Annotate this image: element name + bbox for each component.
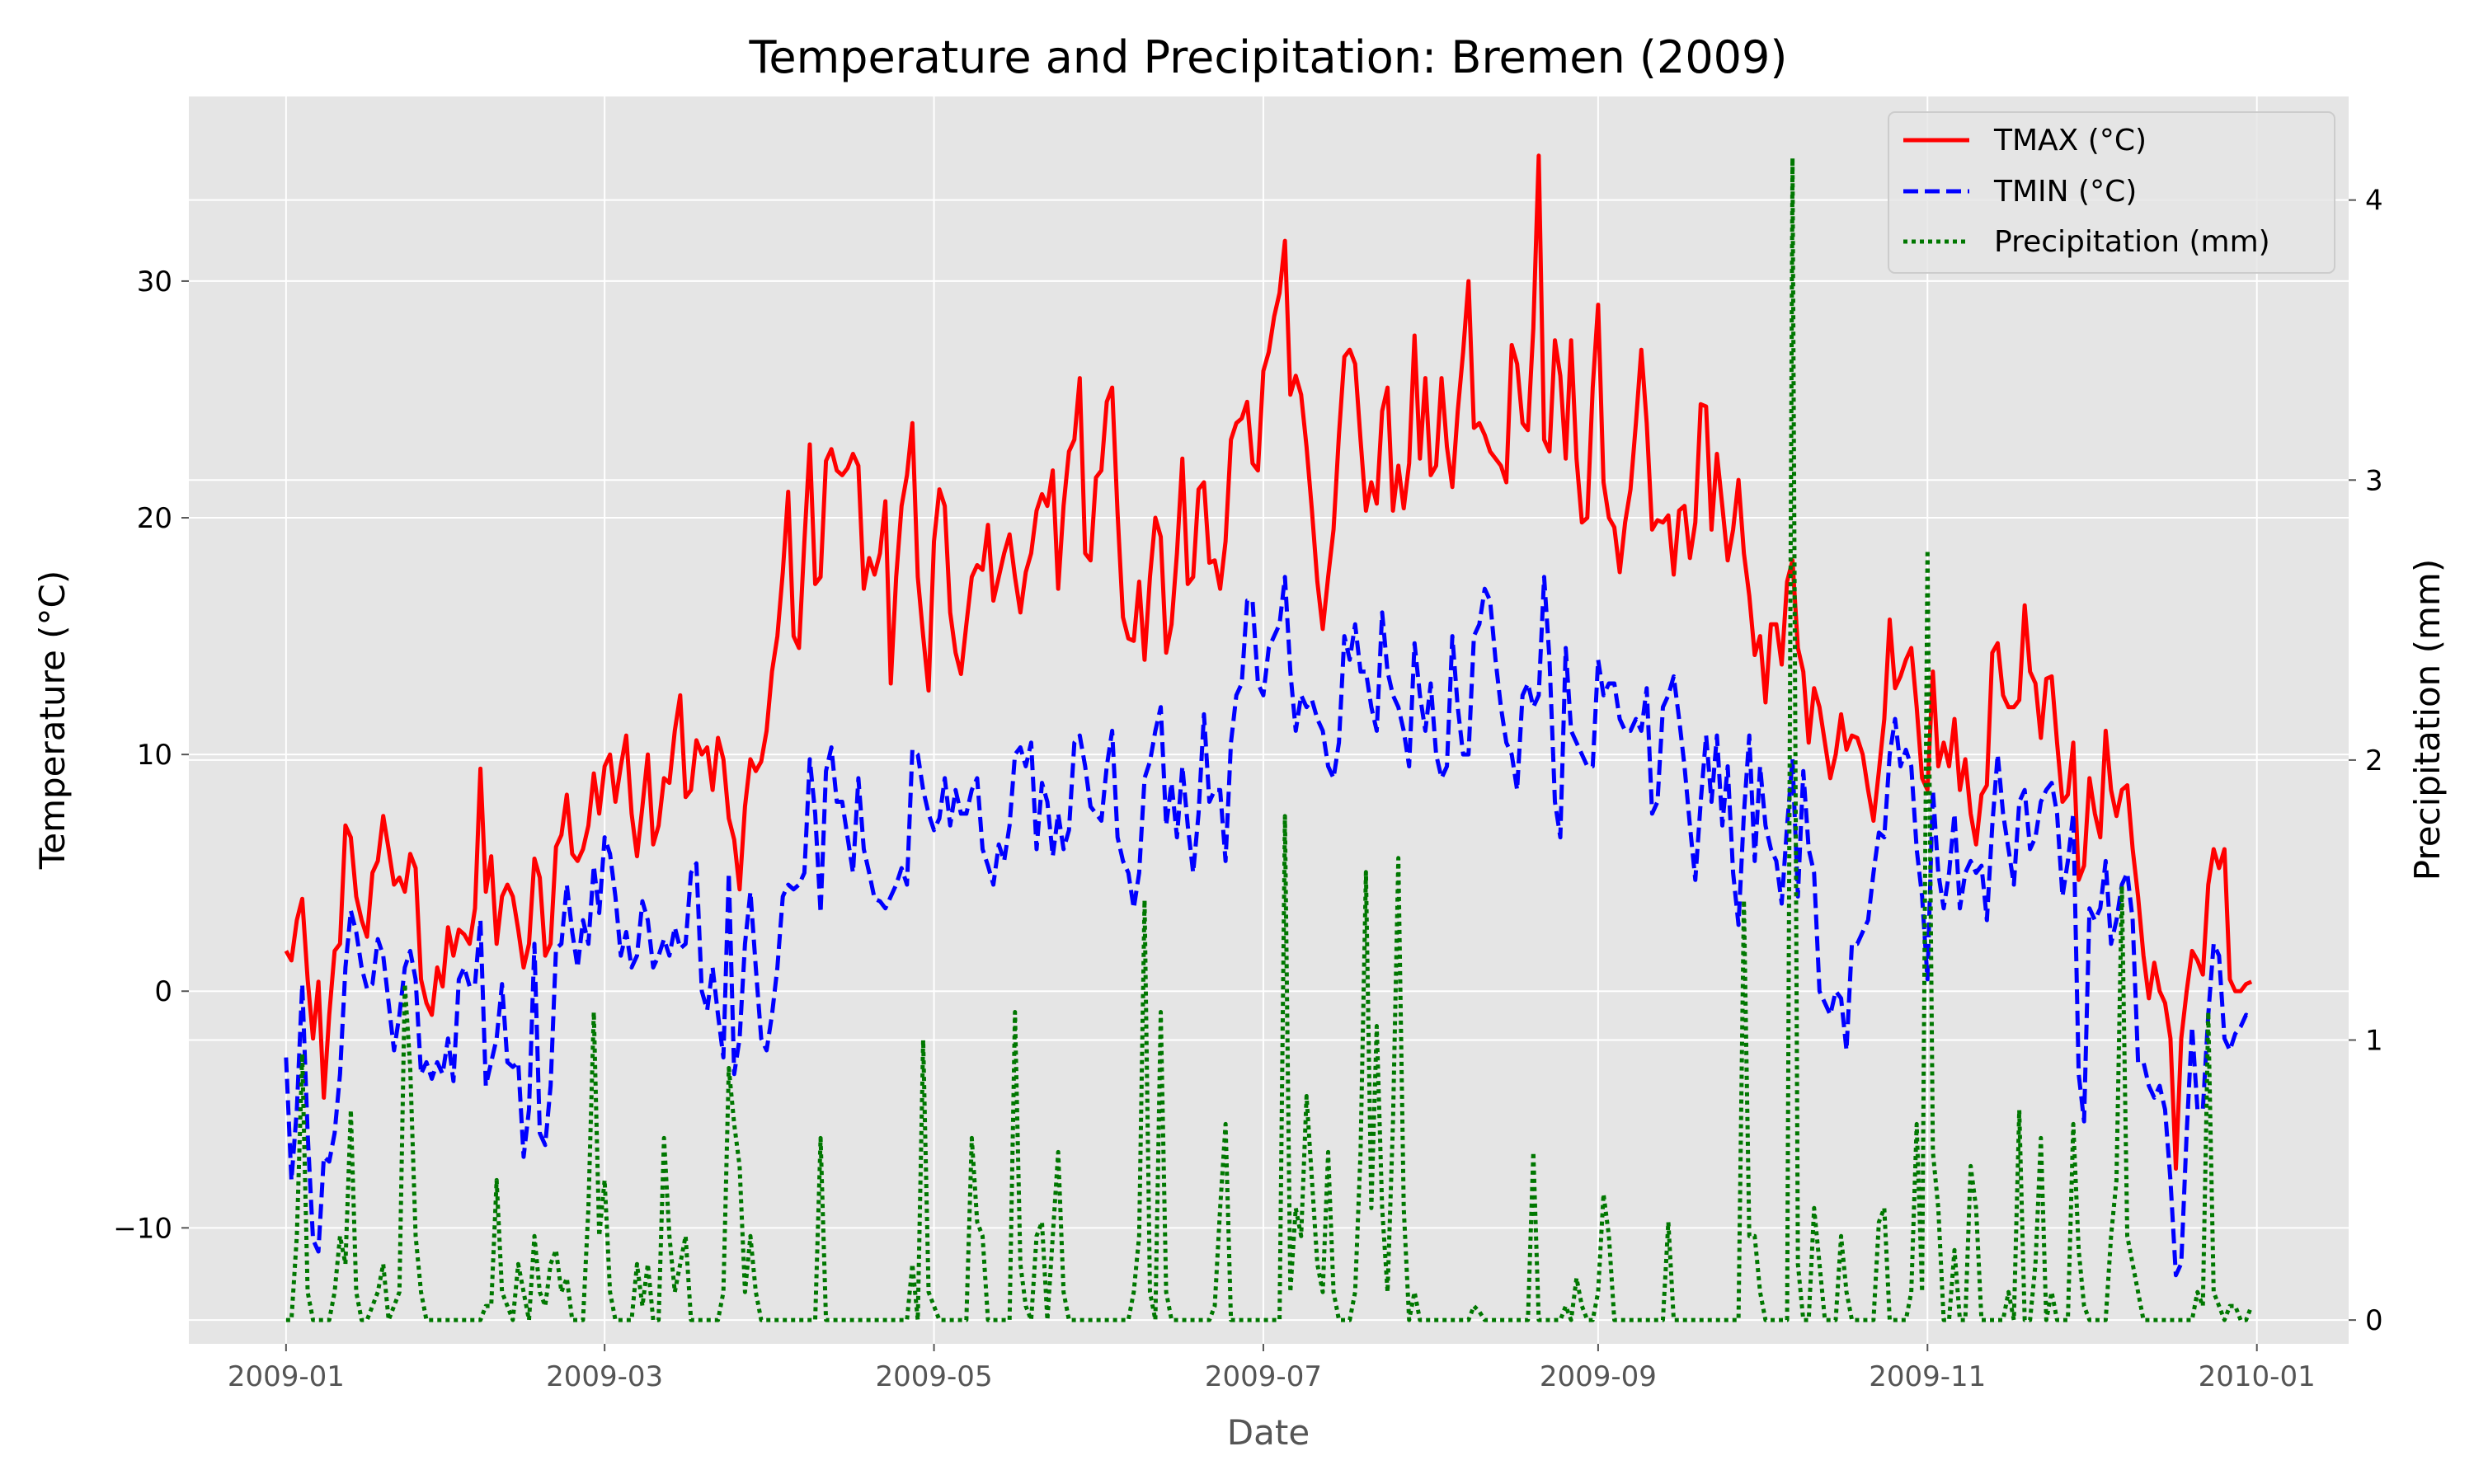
y-tick-label: −10 [113, 1212, 172, 1245]
x-tick-label: 2009-11 [1869, 1360, 1986, 1393]
chart-title: Temperature and Precipitation: Bremen (2… [749, 31, 1788, 83]
ticks: 2009-01 2009-03 2009-05 2009-07 2009-09 2009-… [113, 185, 2382, 1393]
y2-tick-label: 1 [2365, 1025, 2383, 1058]
y2-axis-label: Precipitation (mm) [2407, 559, 2448, 881]
y-tick-label: 30 [137, 265, 172, 298]
series-layer [284, 153, 2254, 1322]
x-tick-label: 2009-09 [1540, 1360, 1657, 1393]
series-precipitation-line [285, 156, 2254, 1322]
y2-tick-label: 4 [2365, 185, 2383, 218]
y-tick-label: 10 [137, 739, 172, 772]
legend-label-tmax: TMAX (°C) [1993, 124, 2147, 157]
y-tick-label: 20 [137, 502, 172, 535]
plot-area [189, 96, 2349, 1344]
x-tick-label: 2009-01 [228, 1360, 345, 1393]
y2-tick-label: 0 [2365, 1304, 2383, 1337]
x-tick-label: 2009-05 [876, 1360, 993, 1393]
legend-box [1888, 111, 2335, 274]
series-tmax-line [284, 153, 2253, 1172]
y-axis-label: Temperature (°C) [32, 571, 73, 871]
legend-label-tmin: TMIN (°C) [1993, 175, 2137, 209]
x-axis-label: Date [1227, 1412, 1310, 1453]
y2-tick-label: 2 [2365, 744, 2383, 777]
y-tick-label: 0 [154, 975, 172, 1008]
x-tick-label: 2009-03 [546, 1360, 663, 1393]
legend: TMAX (°C) TMIN (°C) Precipitation (mm) [1888, 111, 2335, 274]
legend-label-precip: Precipitation (mm) [1994, 225, 2270, 259]
x-tick-label: 2009-07 [1205, 1360, 1322, 1393]
y2-tick-label: 3 [2365, 464, 2383, 497]
x-tick-label: 2010-01 [2199, 1360, 2316, 1393]
